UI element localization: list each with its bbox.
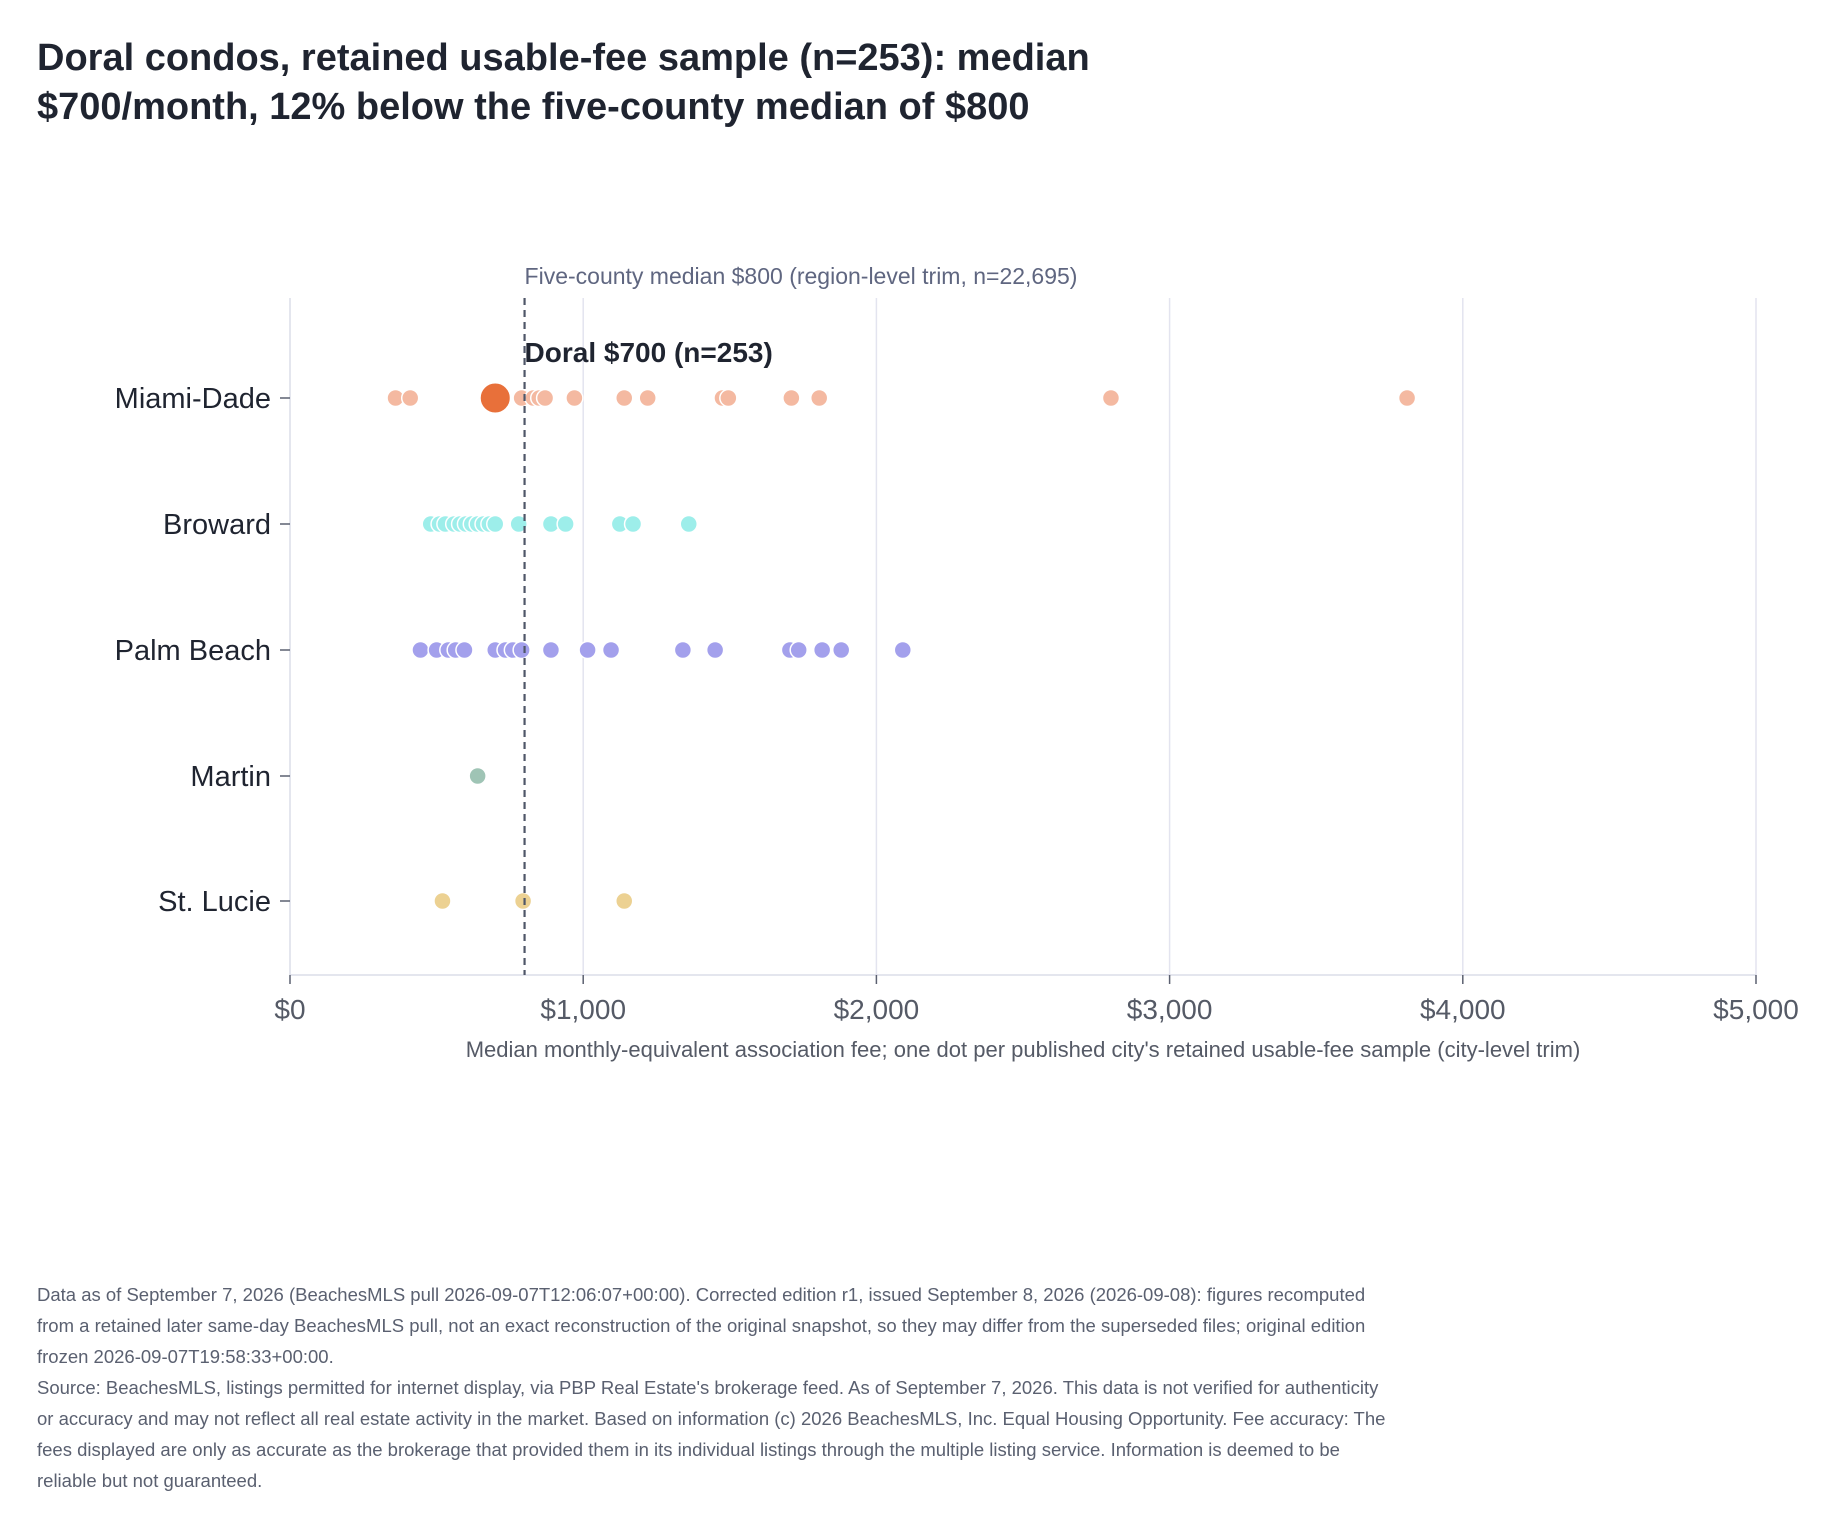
data-point-palm-beach xyxy=(512,640,531,660)
category-label: Palm Beach xyxy=(115,635,271,667)
strip-plot: $0 $1,000 $2,000 $3,000 $4,000 $5,000 Median m… xyxy=(115,263,1799,1062)
data-point-miami-dade xyxy=(719,388,738,408)
data-point-palm-beach xyxy=(541,640,561,660)
category-label: Broward xyxy=(163,509,271,541)
data-point-palm-beach xyxy=(831,640,851,660)
data-point-st-lucie xyxy=(614,891,634,911)
doral-highlight-point xyxy=(478,381,512,415)
chart-footer: Data as of September 7, 2026 (BeachesMLS… xyxy=(37,1279,1397,1496)
data-point-palm-beach xyxy=(673,640,693,660)
data-point-miami-dade xyxy=(1101,388,1121,408)
doral-highlight-label: Doral $700 (n=253) xyxy=(525,337,773,368)
data-point-palm-beach xyxy=(789,640,808,660)
chart-title-line-2: $700/month, 12% below the five-county me… xyxy=(37,86,1030,128)
x-tick-label: $2,000 xyxy=(834,994,920,1025)
data-point-palm-beach xyxy=(893,640,913,660)
data-point-palm-beach xyxy=(601,640,621,660)
category-label: Miami-Dade xyxy=(115,383,271,415)
x-tick-label: $4,000 xyxy=(1420,994,1506,1025)
data-point-miami-dade xyxy=(565,388,584,408)
data-point-broward xyxy=(623,514,643,534)
data-point-broward xyxy=(485,514,505,534)
category-label: St. Lucie xyxy=(158,886,271,918)
data-point-palm-beach xyxy=(578,640,597,660)
data-point-miami-dade xyxy=(535,388,555,408)
x-axis-label: Median monthly-equivalent association fe… xyxy=(466,1037,1581,1062)
category-label: Martin xyxy=(190,761,271,793)
chart-title-line-1: Doral condos, retained usable-fee sample… xyxy=(37,37,1090,79)
data-point-st-lucie xyxy=(513,891,533,911)
data-point-miami-dade xyxy=(638,388,657,408)
data-point-st-lucie xyxy=(433,891,452,911)
data-point-palm-beach xyxy=(411,640,430,660)
data-point-broward xyxy=(509,514,528,534)
x-tick-label: $3,000 xyxy=(1127,994,1213,1025)
data-point-broward xyxy=(679,514,699,534)
data-point-palm-beach xyxy=(705,640,725,660)
data-point-broward xyxy=(556,514,575,534)
data-point-palm-beach xyxy=(812,640,832,660)
data-note: Data as of September 7, 2026 (BeachesMLS… xyxy=(37,1284,1366,1367)
data-point-miami-dade xyxy=(614,388,634,408)
five-county-median-label: Five-county median $800 (region-level tr… xyxy=(525,263,1078,289)
chart-title: Doral condos, retained usable-fee sample… xyxy=(37,34,1537,132)
data-point-miami-dade xyxy=(782,388,801,408)
data-point-miami-dade xyxy=(1397,388,1417,408)
data-point-miami-dade xyxy=(400,388,420,408)
data-point-palm-beach xyxy=(455,640,474,660)
x-tick-label: $5,000 xyxy=(1713,994,1799,1025)
x-tick-label: $0 xyxy=(274,994,305,1025)
data-point-miami-dade xyxy=(809,388,829,408)
x-tick-label: $1,000 xyxy=(540,994,626,1025)
source-note: Source: BeachesMLS, listings permitted f… xyxy=(37,1377,1386,1491)
data-point-martin xyxy=(468,766,487,786)
